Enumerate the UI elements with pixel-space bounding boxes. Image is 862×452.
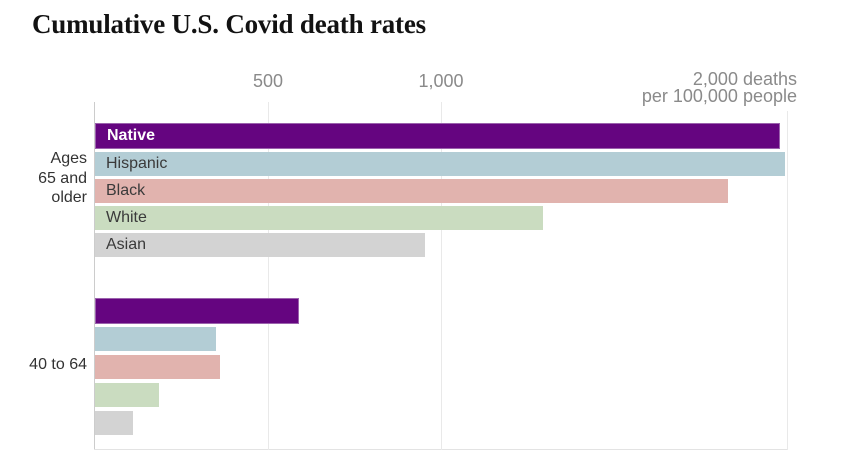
bar-ages-40-64-hispanic [95, 327, 216, 351]
bar-ages-65-older-white: White [95, 205, 543, 230]
bar-ages-40-64-black [95, 355, 220, 379]
bar-ages-65-older-asian: Asian [95, 232, 425, 257]
group-label-ages-65-older: Ages 65 and older [38, 149, 87, 208]
group-label-line: Ages [50, 150, 87, 167]
bar-ages-65-older-native: Native [95, 123, 780, 149]
bar-ages-40-64-white [95, 382, 159, 407]
chart-title: Cumulative U.S. Covid death rates [32, 9, 426, 39]
bar-label-asian: Asian [106, 235, 147, 253]
x-tick-label-500: 500 [252, 71, 284, 91]
bar-ages-40-64-native [95, 298, 299, 324]
bar-ages-40-64-asian [95, 411, 133, 435]
gridline-500 [267, 102, 269, 450]
x-axis-unit-note: per 100,000 people [641, 85, 797, 106]
x-tick-label-2000-with-units: 2,000 deaths per 100,000 people [641, 69, 797, 106]
bar-ages-65-older-black: Black [95, 178, 728, 203]
bar-label-native: Native [107, 127, 156, 144]
gridline-1000 [440, 102, 442, 450]
x-tick-label-1000: 1,000 [418, 71, 464, 91]
bar-label-white: White [106, 208, 147, 226]
y-axis-line [94, 102, 95, 450]
bar-ages-65-older-hispanic: Hispanic [95, 151, 785, 176]
group-label-line: older [51, 189, 87, 206]
x-tick-label-2000: 2,000 deaths [692, 69, 797, 89]
bar-label-black: Black [106, 181, 146, 199]
bar-label-hispanic: Hispanic [106, 154, 168, 172]
gridline-2000 [786, 111, 788, 450]
group-label-ages-40-64: 40 to 64 [29, 355, 87, 375]
group-label-line: 65 and [38, 169, 87, 187]
group-label-line: 40 to 64 [29, 356, 87, 373]
